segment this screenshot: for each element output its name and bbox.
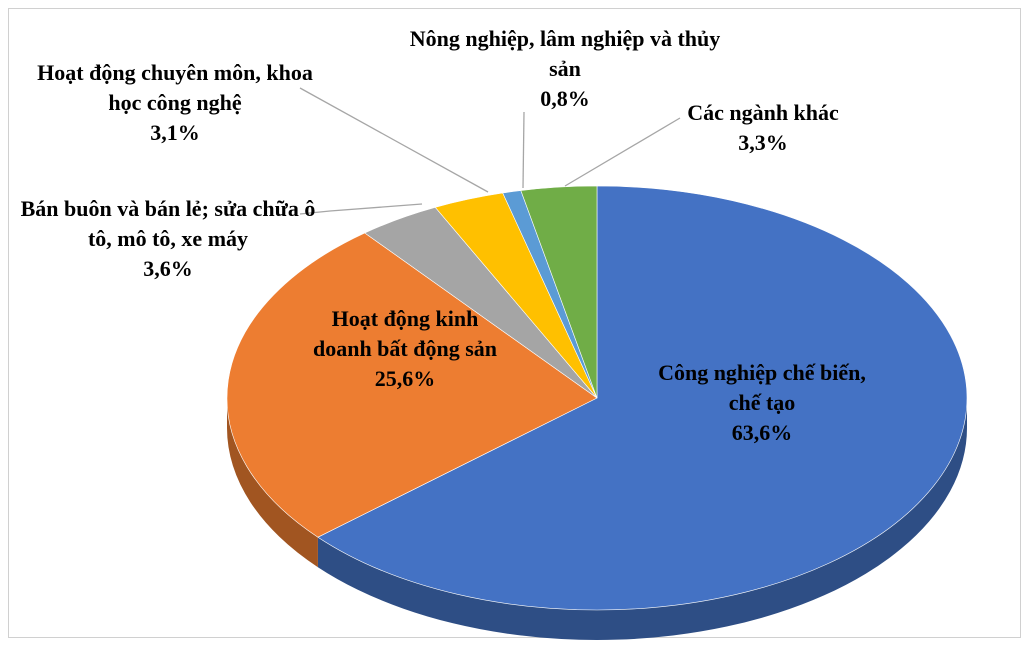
value-label: 3,6% [143, 256, 193, 281]
leader-line [299, 87, 489, 193]
slice-label: Hoạt động kinh doanh bất động sản 25,6% [300, 304, 510, 394]
leader-line [522, 111, 525, 189]
slice [226, 232, 598, 538]
slice-label: Bán buôn và bán lẻ; sửa chữa ô tô, mô tô… [18, 194, 318, 284]
value-label: 3,1% [150, 120, 200, 145]
value-label: 3,3% [738, 130, 788, 155]
category-label: Nông nghiệp, lâm nghiệp và thủy sản [409, 26, 721, 81]
category-label: Các ngành khác [687, 100, 839, 125]
value-label: 25,6% [374, 366, 436, 391]
slice-side [317, 398, 967, 640]
value-label: 63,6% [731, 420, 793, 445]
slice [520, 185, 598, 399]
category-label: Bán buôn và bán lẻ; sửa chữa ô tô, mô tô… [20, 196, 316, 251]
slice-label: Hoạt động chuyên môn, khoa học công nghệ… [35, 58, 315, 148]
slice-side [227, 398, 318, 568]
chart-frame [8, 8, 1021, 638]
leader-line [564, 117, 681, 187]
slice-label: Nông nghiệp, lâm nghiệp và thủy sản 0,8% [400, 24, 730, 114]
slice-label: Công nghiệp chế biến, chế tạo 63,6% [647, 358, 877, 448]
category-label: Hoạt động chuyên môn, khoa học công nghệ [37, 60, 313, 115]
value-label: 0,8% [540, 86, 590, 111]
category-label: Công nghiệp chế biến, chế tạo [658, 360, 866, 415]
leader-lines [299, 87, 681, 215]
category-label: Hoạt động kinh doanh bất động sản [312, 306, 498, 361]
slice-label: Các ngành khác 3,3% [663, 98, 863, 158]
slice [317, 185, 968, 611]
leader-line [299, 203, 423, 215]
